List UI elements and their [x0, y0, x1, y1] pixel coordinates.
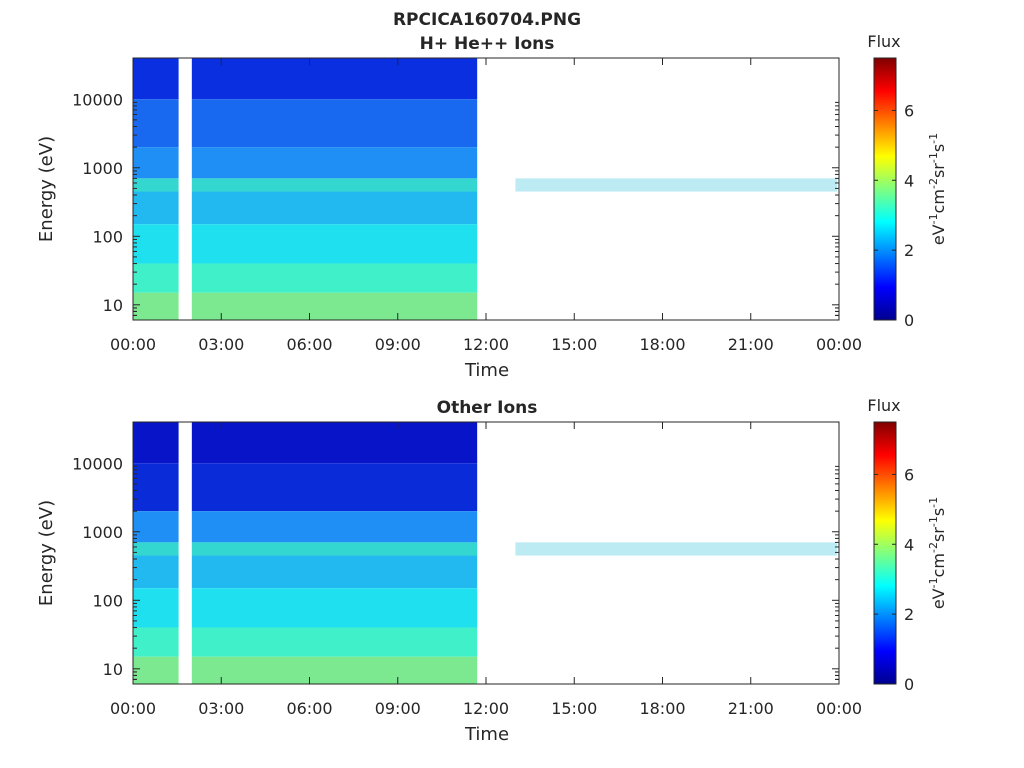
x-tick-label: 18:00: [639, 335, 685, 354]
spectrogram-image: [133, 422, 837, 684]
spectrogram-band: [133, 99, 179, 148]
spectrogram-band: [133, 58, 179, 100]
spectrogram-band: [191, 99, 478, 148]
colorbar-units: eV-1cm-2sr-1s-1: [927, 133, 948, 245]
colorbar-tick-label: 2: [904, 605, 914, 624]
y-axis-label: Energy (eV): [36, 136, 57, 242]
spectrogram-band: [133, 656, 179, 684]
y-tick-label: 10000: [72, 454, 123, 473]
spectrogram-band: [133, 178, 179, 192]
spectrogram-band: [191, 178, 478, 192]
x-tick-label: 09:00: [375, 335, 421, 354]
x-tick-label: 03:00: [198, 699, 244, 718]
x-tick-label: 12:00: [463, 699, 509, 718]
spectrogram-band: [191, 147, 478, 179]
spectrogram-band: [191, 463, 478, 512]
x-ticks: 00:00 03:00 06:00 09:00 12:00 15:00 18:00 21:00…: [110, 422, 862, 718]
spectrogram-band: [191, 191, 478, 225]
x-tick-label: 18:00: [639, 699, 685, 718]
sparse-band: [515, 542, 837, 556]
x-tick-label: 12:00: [463, 335, 509, 354]
spectrogram-band: [133, 555, 179, 589]
y-axis-label: Energy (eV): [36, 500, 57, 606]
spectrogram-band: [133, 511, 179, 543]
x-tick-label: 00:00: [110, 699, 156, 718]
spectrogram-band: [133, 147, 179, 179]
y-ticks: 10 100 1000 10000: [72, 90, 839, 321]
spectrogram-band: [191, 656, 478, 684]
y-tick-label: 100: [92, 591, 123, 610]
x-axis-label: Time: [464, 360, 509, 381]
colorbar-title: Flux: [867, 32, 900, 51]
colorbar-units: eV-1cm-2sr-1s-1: [927, 497, 948, 609]
colorbar-tick-label: 0: [904, 675, 914, 694]
x-tick-label: 00:00: [110, 335, 156, 354]
spectrogram-band: [191, 627, 478, 657]
y-ticks: 10 100 1000 10000: [72, 454, 839, 685]
colorbar-ticks: 0 2 4 6: [874, 465, 914, 694]
x-tick-label: 00:00: [816, 335, 862, 354]
x-tick-label: 21:00: [728, 335, 774, 354]
y-tick-label: 10000: [72, 90, 123, 109]
spectrogram-band: [191, 542, 478, 556]
spectrogram-band: [133, 263, 179, 293]
x-tick-label: 06:00: [286, 335, 332, 354]
spectrogram-band: [133, 191, 179, 225]
colorbar-scale: [873, 57, 897, 321]
spectrogram-band: [133, 292, 179, 320]
panel-title: H+ He++ Ions: [420, 34, 555, 54]
spectrogram-band: [133, 627, 179, 657]
x-axis-label: Time: [464, 724, 509, 745]
colorbar-ticks: 0 2 4 6: [874, 101, 914, 330]
spectrogram-band: [191, 58, 478, 100]
y-tick-label: 100: [92, 227, 123, 246]
x-tick-label: 15:00: [551, 699, 597, 718]
colorbar-tick-label: 4: [904, 535, 914, 554]
spectrogram-band: [191, 588, 478, 628]
x-tick-label: 21:00: [728, 699, 774, 718]
spectrogram-band: [133, 422, 179, 464]
x-tick-label: 15:00: [551, 335, 597, 354]
x-tick-label: 00:00: [816, 699, 862, 718]
y-tick-label: 10: [103, 660, 123, 679]
x-tick-label: 06:00: [286, 699, 332, 718]
panel-title: Other Ions: [437, 398, 538, 418]
colorbar-tick-label: 4: [904, 171, 914, 190]
colorbar-title: Flux: [867, 396, 900, 415]
x-tick-label: 03:00: [198, 335, 244, 354]
colorbar-tick-label: 6: [904, 465, 914, 484]
spectrogram-band: [133, 542, 179, 556]
colorbar-tick-label: 0: [904, 311, 914, 330]
spectrogram-band: [191, 292, 478, 320]
colorbar: Flux 0 2 4 6 eV-1cm-2sr-1s-1: [867, 32, 948, 330]
panel-bottom: Other Ions 10 100 1000 10000 00:00 03:00 06:0…: [36, 396, 948, 745]
sparse-band: [515, 178, 837, 192]
colorbar-tick-label: 2: [904, 241, 914, 260]
x-ticks: 00:00 03:00 06:00 09:00 12:00 15:00 18:00 21:00…: [110, 58, 862, 354]
y-tick-label: 1000: [82, 523, 123, 542]
spectrogram-band: [191, 555, 478, 589]
spectrogram-band: [191, 263, 478, 293]
figure-title: RPCICA160704.PNG: [393, 10, 581, 30]
x-tick-label: 09:00: [375, 699, 421, 718]
y-tick-label: 1000: [82, 159, 123, 178]
spectrogram-band: [133, 224, 179, 264]
colorbar-scale: [873, 421, 897, 685]
colorbar-tick-label: 6: [904, 101, 914, 120]
spectrogram-band: [133, 463, 179, 512]
spectrogram-band: [191, 511, 478, 543]
colorbar: Flux 0 2 4 6 eV-1cm-2sr-1s-1: [867, 396, 948, 694]
spectrogram-band: [191, 224, 478, 264]
spectrogram-band: [191, 422, 478, 464]
y-tick-label: 10: [103, 296, 123, 315]
spectrogram-image: [133, 58, 837, 320]
spectrogram-band: [133, 588, 179, 628]
